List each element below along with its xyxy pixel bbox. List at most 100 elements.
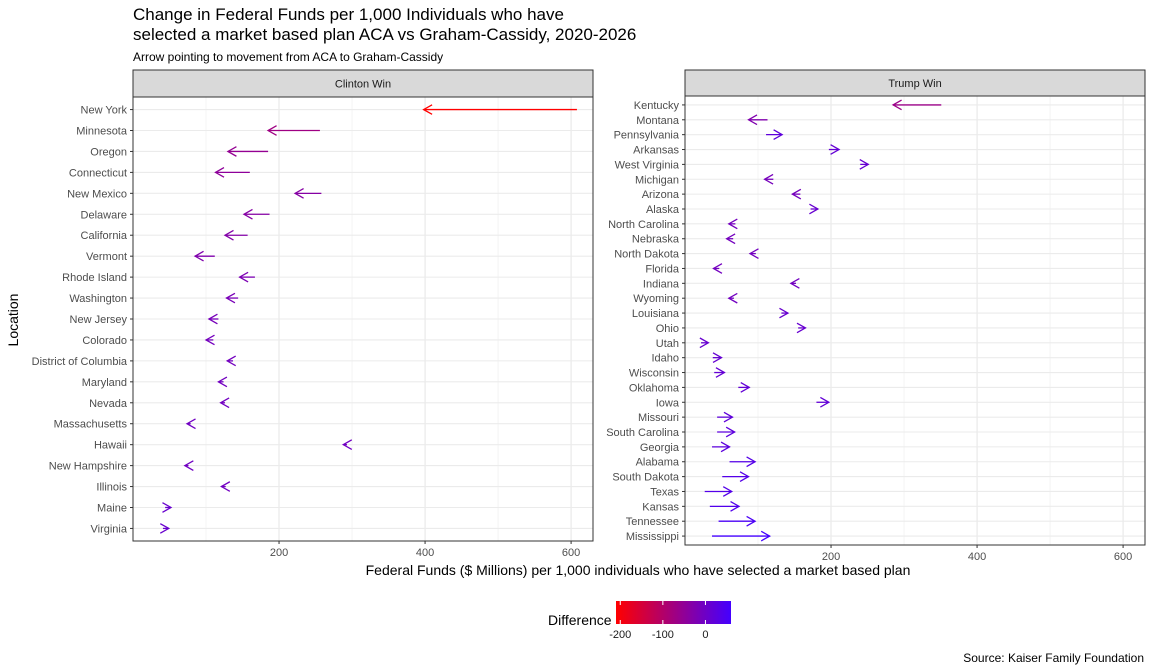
- y-tick-label: Virginia: [91, 523, 128, 535]
- arrow-south-dakota: [722, 471, 750, 482]
- legend: Difference -200 -100 0: [548, 601, 731, 641]
- arrow-head: [341, 439, 353, 451]
- y-tick-label: Vermont: [86, 251, 127, 263]
- arrow-maine: [162, 502, 173, 513]
- arrow-head: [796, 322, 807, 334]
- arrow-tennessee: [718, 515, 757, 527]
- arrow-rhode-island: [238, 271, 255, 283]
- arrow-head: [225, 355, 237, 367]
- arrow-head: [739, 471, 750, 482]
- arrow-montana: [747, 114, 768, 126]
- y-tick-label: Wisconsin: [629, 368, 679, 380]
- arrow-head: [422, 104, 433, 115]
- arrow-district-of-columbia: [225, 355, 237, 367]
- arrow-head: [760, 530, 772, 542]
- y-tick-label: Nevada: [89, 398, 128, 410]
- y-tick-label: Oklahoma: [629, 382, 680, 394]
- y-tick-label: Tennessee: [626, 516, 679, 528]
- y-tick-label: Hawaii: [94, 440, 127, 452]
- arrow-head: [891, 99, 902, 111]
- arrow-florida: [712, 263, 723, 274]
- arrow-head: [773, 129, 784, 141]
- arrow-massachusetts: [185, 418, 196, 430]
- arrow-connecticut: [214, 167, 250, 178]
- arrow-vermont: [193, 250, 215, 262]
- arrow-head: [722, 486, 734, 497]
- y-tick-label: California: [81, 230, 128, 242]
- facet-panels: Clinton Win New York Minnesota Oregon Connec…: [32, 69, 1146, 563]
- arrow-illinois: [220, 481, 231, 492]
- arrow-virginia: [159, 523, 171, 534]
- y-tick-label: Maryland: [82, 377, 127, 389]
- x-tick-label: 600: [562, 547, 580, 559]
- arrow-head: [727, 218, 738, 230]
- chart-title-line2: selected a market based plan ACA vs Grah…: [133, 25, 636, 44]
- arrow-head: [730, 500, 741, 512]
- y-tick-label: Rhode Island: [62, 272, 127, 284]
- arrow-head: [746, 456, 757, 468]
- y-tick-label: Arkansas: [633, 145, 679, 157]
- caption: Source: Kaiser Family Foundation: [963, 651, 1144, 665]
- arrow-west-virginia: [859, 159, 870, 170]
- y-tick-label: Colorado: [82, 335, 127, 347]
- arrow-michigan: [763, 173, 774, 185]
- arrow-pennsylvania: [766, 129, 784, 141]
- arrow-head: [723, 411, 734, 423]
- arrow-head: [225, 292, 236, 304]
- arrow-head: [293, 187, 304, 199]
- panel-background: [685, 96, 1145, 545]
- arrow-head: [725, 233, 736, 245]
- arrow-oregon: [226, 146, 269, 157]
- arrow-head: [699, 337, 710, 349]
- arrow-missouri: [717, 411, 734, 423]
- arrow-head: [809, 203, 820, 215]
- arrow-new-hampshire: [183, 460, 194, 471]
- facet-strip: [684, 69, 1146, 97]
- y-tick-label: North Carolina: [608, 219, 680, 231]
- y-tick-label: Alaska: [646, 204, 680, 216]
- arrow-south-carolina: [717, 426, 736, 438]
- arrow-utah: [699, 337, 710, 349]
- y-tick-label: Alabama: [636, 457, 680, 469]
- legend-tick-label: -100: [652, 629, 674, 641]
- arrow-ohio: [796, 322, 807, 334]
- chart-title-line1: Change in Federal Funds per 1,000 Indivi…: [133, 5, 564, 24]
- arrow-head: [779, 307, 790, 319]
- arrow-head: [712, 263, 723, 274]
- arrow-texas: [704, 486, 734, 497]
- x-axis-title: Federal Funds ($ Millions) per 1,000 ind…: [366, 562, 911, 578]
- y-tick-label: New York: [81, 105, 128, 117]
- y-tick-label: Florida: [645, 263, 680, 275]
- y-tick-label: Texas: [650, 486, 679, 498]
- legend-title: Difference: [548, 612, 612, 628]
- y-tick-label: Kentucky: [634, 100, 680, 112]
- y-tick-label: Georgia: [640, 442, 680, 454]
- arrow-head: [727, 292, 738, 304]
- arrow-louisiana: [779, 307, 790, 319]
- panel-clinton-win: Clinton Win New York Minnesota Oregon Connec…: [32, 69, 594, 559]
- arrow-arizona: [791, 188, 802, 200]
- y-tick-label: Utah: [656, 338, 679, 350]
- x-tick-label: 200: [822, 551, 840, 563]
- y-tick-label: District of Columbia: [32, 356, 128, 368]
- arrow-head: [725, 426, 736, 438]
- arrow-alabama: [729, 456, 757, 468]
- y-tick-label: Arizona: [642, 189, 680, 201]
- arrow-head: [820, 396, 831, 408]
- y-tick-label: New Hampshire: [49, 461, 127, 473]
- y-tick-label: Connecticut: [69, 167, 127, 179]
- arrow-alaska: [809, 203, 820, 215]
- y-tick-label: West Virginia: [615, 159, 680, 171]
- arrow-colorado: [204, 334, 215, 346]
- arrow-nevada: [219, 397, 230, 409]
- arrow-head: [220, 481, 231, 492]
- y-tick-label: Mississippi: [626, 531, 679, 543]
- arrow-wisconsin: [714, 367, 726, 378]
- arrow-head: [712, 352, 723, 364]
- arrow-head: [715, 367, 726, 378]
- y-tick-label: Idaho: [651, 353, 679, 365]
- arrow-head: [219, 397, 230, 409]
- y-axis-title: Location: [5, 294, 21, 347]
- arrow-washington: [225, 292, 239, 304]
- arrow-head: [238, 271, 249, 283]
